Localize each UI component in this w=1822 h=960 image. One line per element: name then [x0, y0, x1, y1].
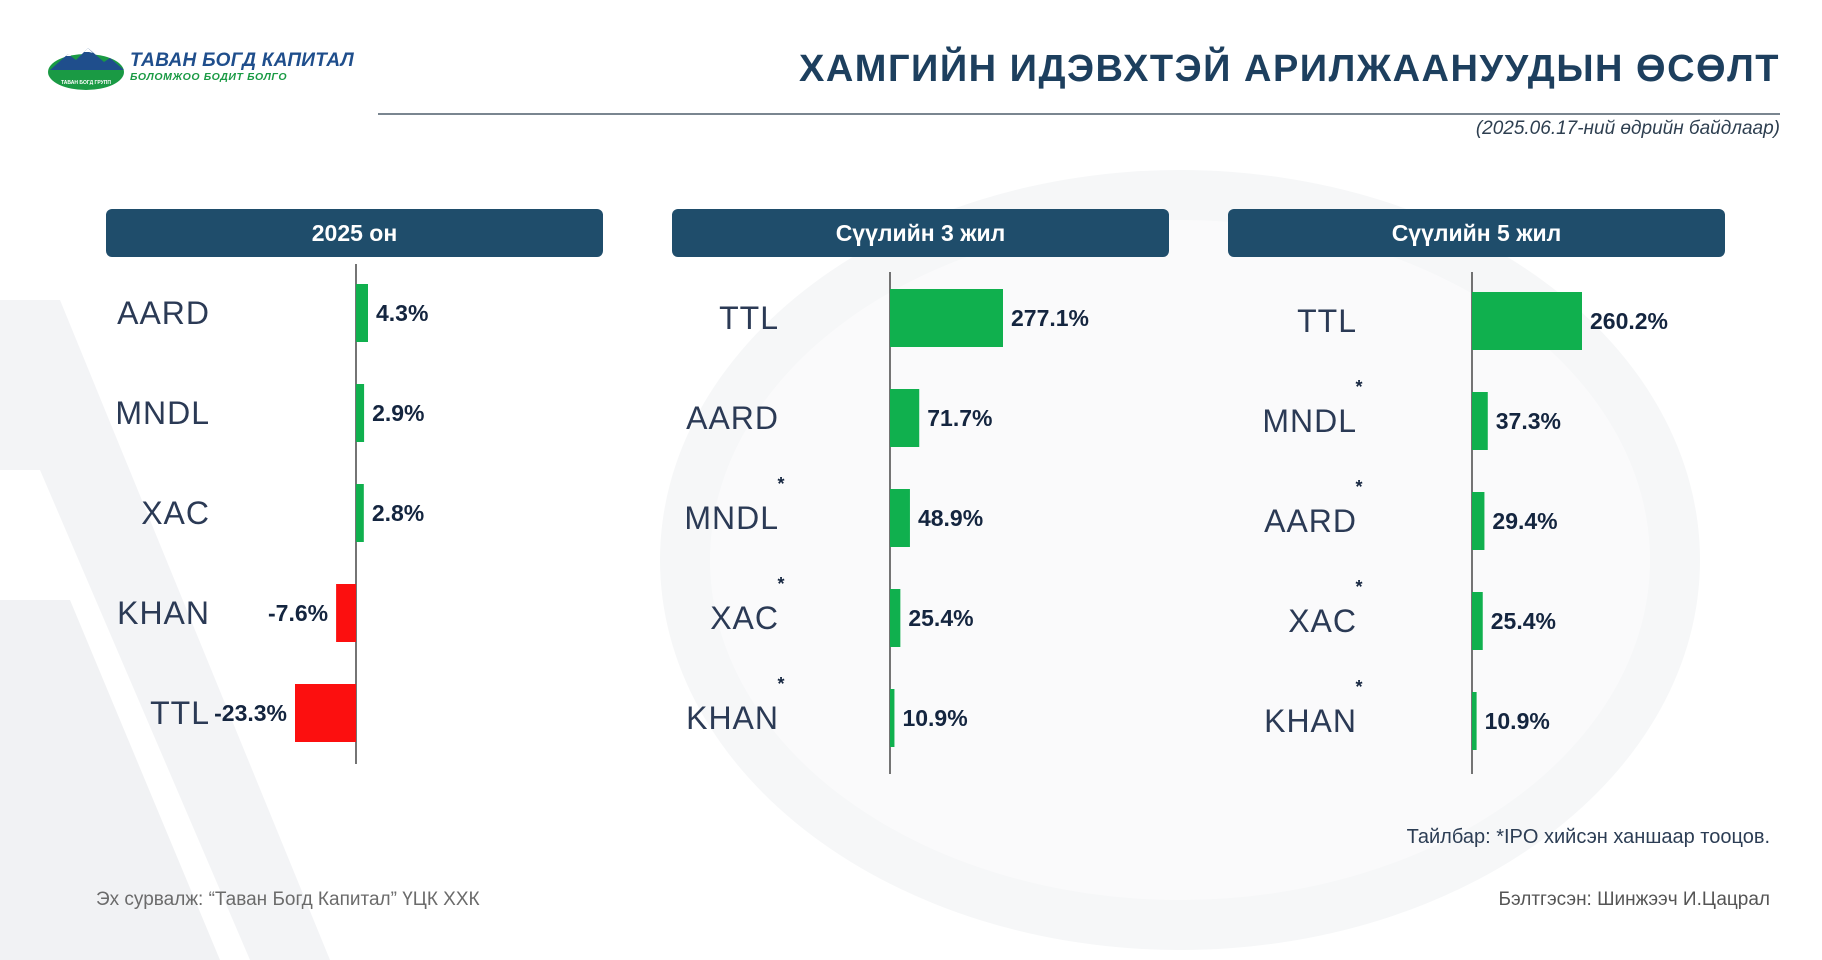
chart-2-ipo-mark-khan: * — [1355, 677, 1362, 697]
chart-2-bar-mndl — [1472, 392, 1488, 450]
chart-2-bar-xac — [1472, 592, 1483, 650]
chart-1-bar-xac — [890, 589, 901, 647]
chart-0-label-ttl: TTL — [150, 695, 210, 731]
chart-0-bar-xac — [356, 484, 364, 542]
chart-0-value-ttl: -23.3% — [214, 700, 287, 726]
chart-2-bar-ttl — [1472, 292, 1582, 350]
logo-mini-text: ТАВАН БОГД ГРУПП — [61, 80, 111, 86]
title-divider — [378, 113, 1780, 115]
chart-1-value-xac: 25.4% — [908, 605, 973, 631]
chart-1-value-aard: 71.7% — [927, 405, 992, 431]
chart-1-bar-khan — [890, 689, 895, 747]
chart-1-ipo-mark-xac: * — [777, 574, 784, 594]
chart-2-value-khan: 10.9% — [1485, 708, 1550, 734]
source-note: Эх сурвалж: “Таван Богд Капитал” ҮЦК ХХК — [96, 889, 480, 910]
chart-1-label-xac: XAC — [710, 600, 779, 636]
chart-2-label-ttl: TTL — [1297, 303, 1357, 339]
chart-0-value-mndl: 2.9% — [372, 400, 424, 426]
chart-0-label-xac: XAC — [141, 495, 210, 531]
company-logo: ТАВАН БОГД ГРУПП ТАВАН БОГД КАПИТАЛ БОЛО… — [46, 44, 354, 94]
panel-header-2025: 2025 он — [106, 209, 603, 257]
chart-1-label-ttl: TTL — [719, 300, 779, 336]
chart-2-label-khan: KHAN — [1264, 703, 1357, 739]
chart-2-label-aard: AARD — [1264, 503, 1357, 539]
mountain-logo-icon: ТАВАН БОГД ГРУПП — [48, 48, 124, 90]
prepared-by-note: Бэлтгэсэн: Шинжээч И.Цацрал — [1498, 889, 1771, 910]
chart-2-value-ttl: 260.2% — [1590, 308, 1668, 334]
chart-1-bar-aard — [890, 389, 920, 447]
chart-2-bar-aard — [1472, 492, 1485, 550]
chart-2-bar-khan — [1472, 692, 1477, 750]
chart-2-label-xac: XAC — [1288, 603, 1357, 639]
chart-1-bar-mndl — [890, 489, 910, 547]
panel-header-5-year: Сүүлийн 5 жил — [1228, 209, 1725, 257]
logo-name: ТАВАН БОГД КАПИТАЛ — [130, 50, 355, 71]
chart-2-ipo-mark-xac: * — [1355, 577, 1362, 597]
chart-0-label-mndl: MNDL — [115, 395, 210, 431]
chart-2-value-mndl: 37.3% — [1496, 408, 1561, 434]
chart-1-bar-ttl — [890, 289, 1003, 347]
chart-2-ipo-mark-aard: * — [1355, 477, 1362, 497]
date-note: (2025.06.17-ний өдрийн байдлаар) — [1475, 118, 1780, 139]
chart-1-label-khan: KHAN — [686, 700, 779, 736]
page-title: ХАМГИЙН ИДЭВХТЭЙ АРИЛЖААНУУДЫН ӨСӨЛТ — [799, 48, 1780, 90]
chart-1-value-ttl: 277.1% — [1011, 305, 1089, 331]
chart-0-bar-khan — [336, 584, 356, 642]
ipo-footnote: Тайлбар: *IPO хийсэн ханшаар тооцов. — [1406, 826, 1770, 848]
panel-header-3-year: Сүүлийн 3 жил — [672, 209, 1169, 257]
chart-2-ipo-mark-mndl: * — [1355, 377, 1362, 397]
chart-0-value-xac: 2.8% — [372, 500, 424, 526]
chart-0-label-aard: AARD — [117, 295, 210, 331]
chart-0-bar-ttl — [295, 684, 356, 742]
chart-2-value-aard: 29.4% — [1492, 508, 1557, 534]
logo-tagline: БОЛОМЖОО БОДИТ БОЛГО — [130, 71, 288, 83]
chart-0-value-khan: -7.6% — [268, 600, 328, 626]
chart-1-value-khan: 10.9% — [902, 705, 967, 731]
chart-2-label-mndl: MNDL — [1262, 403, 1357, 439]
chart-0-value-aard: 4.3% — [376, 300, 428, 326]
chart-0-label-khan: KHAN — [117, 595, 210, 631]
chart-1-label-aard: AARD — [686, 400, 779, 436]
chart-1-ipo-mark-mndl: * — [777, 474, 784, 494]
chart-0-bar-mndl — [356, 384, 365, 442]
chart-2-value-xac: 25.4% — [1491, 608, 1556, 634]
chart-1-value-mndl: 48.9% — [918, 505, 983, 531]
chart-1-ipo-mark-khan: * — [777, 674, 784, 694]
chart-1-label-mndl: MNDL — [684, 500, 779, 536]
chart-0-bar-aard — [356, 284, 368, 342]
